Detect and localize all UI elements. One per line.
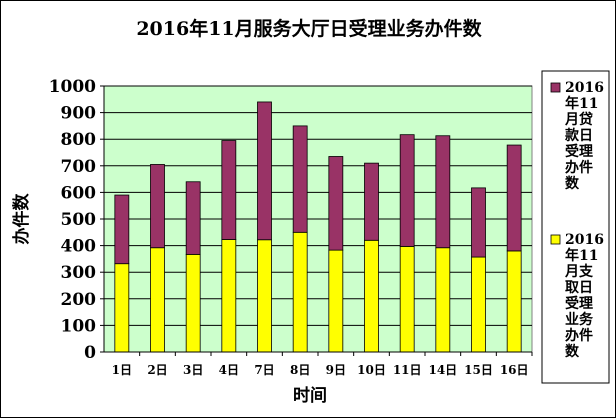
x-tick-label: 10日 [357,363,386,377]
y-tick-label: 1000 [49,77,96,97]
x-axis-label: 时间 [293,385,327,406]
bars [114,101,522,353]
x-tick-label: 4日 [219,363,239,377]
legend-swatch-1 [550,82,561,93]
x-tick-label: 9日 [326,363,346,377]
bar-loan-1 [114,194,130,265]
y-axis-label: 办件数 [11,193,32,245]
bar-loan-6 [292,125,308,233]
bar-withdrawal-11 [471,256,486,353]
bar-withdrawal-1 [114,263,130,353]
bar-withdrawal-3 [185,253,201,353]
legend-box [541,70,610,384]
bar-loan-11 [471,187,486,258]
bar-loan-7 [328,156,344,251]
bar-loan-2 [150,164,165,249]
y-tick-label: 500 [61,210,97,230]
bar-loan-9 [399,134,415,247]
bar-withdrawal-10 [435,247,451,353]
bar-withdrawal-4 [221,239,237,353]
y-tick-label: 900 [61,104,97,124]
y-tick-label: 300 [61,263,97,283]
legend-label-1: 2016 年11 月贷款日受理办件数 [564,80,604,192]
bar-withdrawal-8 [364,239,379,353]
legend-label-2: 2016 年11 月支取日受理业务办件数 [564,232,604,360]
legend-swatch-2 [550,234,561,245]
y-tick-label: 700 [61,157,97,177]
bar-loan-12 [506,144,522,252]
y-tick-label: 600 [61,183,97,203]
y-tick-label: 100 [61,316,97,336]
bar-loan-10 [435,135,451,249]
x-tick-label: 2日 [147,363,167,377]
bar-withdrawal-7 [328,249,344,353]
bar-withdrawal-12 [506,250,522,353]
x-tick-label: 11日 [393,363,422,377]
bar-withdrawal-5 [257,239,272,353]
x-tick-label: 1日 [112,363,132,377]
x-axis-ticks: 1日 2日 3日 4日 7日 8日 9日 10日 11日 14日 15日 16日 [112,352,533,377]
x-tick-label: 16日 [500,363,529,377]
y-tick-label: 800 [61,130,97,150]
y-tick-label: 200 [61,290,97,310]
y-tick-label: 400 [61,237,97,257]
bar-withdrawal-6 [292,231,308,353]
bar-loan-4 [221,140,237,240]
chart-title: 2016年11月服务大厅日受理业务办件数 [136,17,482,40]
x-tick-label: 7日 [254,363,274,377]
bar-withdrawal-2 [150,247,165,353]
bar-loan-5 [257,101,272,241]
x-tick-label: 8日 [290,363,310,377]
x-tick-label: 3日 [183,363,203,377]
bar-withdrawal-9 [399,245,415,353]
bar-loan-8 [364,162,379,241]
bar-loan-3 [185,181,201,255]
y-tick-label: 0 [84,343,96,363]
legend: 2016 年11 月贷款日受理办件数 2016 年11 月支取日受理业务办件数 [550,80,604,360]
y-axis-ticks: 0 100 200 300 400 500 600 700 800 900 1000 [49,77,104,363]
x-tick-label: 14日 [428,363,457,377]
gridlines [104,85,532,326]
x-tick-label: 15日 [464,363,493,377]
